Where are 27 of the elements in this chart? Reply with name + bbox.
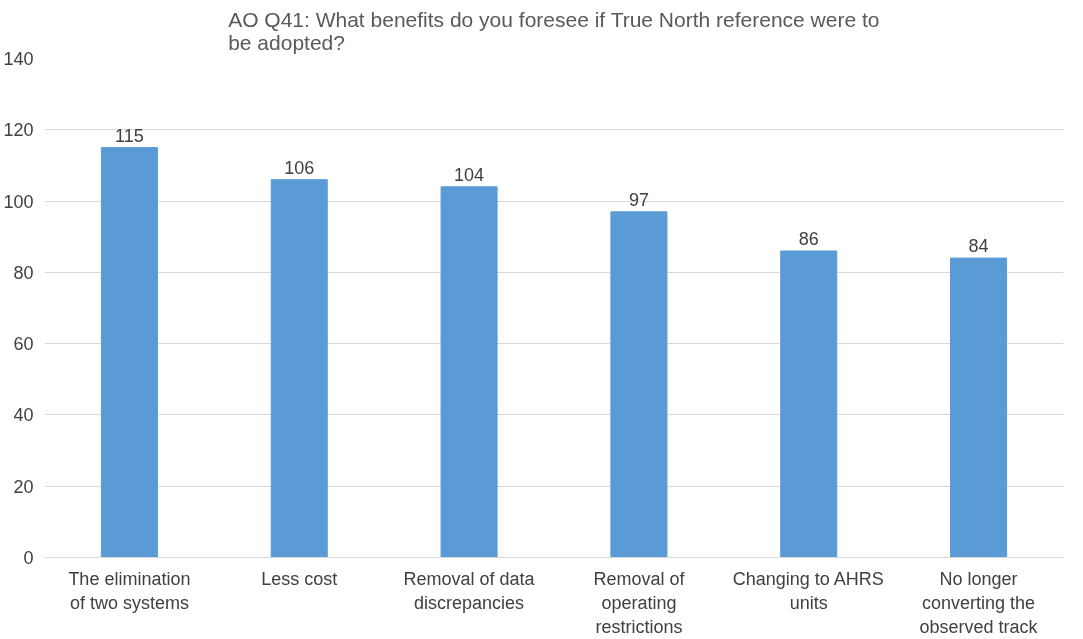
x-tick-label: Less cost	[261, 568, 338, 589]
data-label: 115	[115, 125, 144, 146]
x-tick-label: Removal of operating restrictions	[593, 568, 686, 637]
x-tick-label: Changing to AHRS units	[732, 568, 884, 613]
bar	[780, 250, 838, 558]
data-label: 86	[798, 228, 819, 249]
y-tick-label: 100	[3, 191, 34, 212]
x-tick-label: No longer converting the observed track	[919, 568, 1039, 637]
y-tick-label: 60	[13, 334, 34, 355]
y-tick-label: 20	[13, 476, 34, 497]
bar	[100, 147, 158, 558]
x-tick-label: Removal of data discrepancies	[403, 568, 536, 613]
data-label: 106	[284, 157, 315, 178]
bar	[270, 179, 328, 558]
data-label: 104	[454, 164, 485, 185]
bar	[440, 186, 498, 558]
chart-title: AO Q41: What benefits do you foresee if True North reference were to be adopted?	[228, 7, 880, 54]
y-tick-label: 80	[13, 262, 34, 283]
data-label: 97	[628, 189, 649, 210]
y-tick-label: 120	[3, 120, 34, 141]
x-tick-label: The elimination of two systems	[68, 568, 191, 613]
data-label: 84	[968, 236, 989, 257]
y-tick-label: 140	[3, 49, 34, 69]
y-tick-label: 0	[23, 548, 34, 568]
bar	[950, 257, 1008, 558]
bar	[610, 211, 668, 558]
y-tick-label: 40	[13, 405, 34, 426]
